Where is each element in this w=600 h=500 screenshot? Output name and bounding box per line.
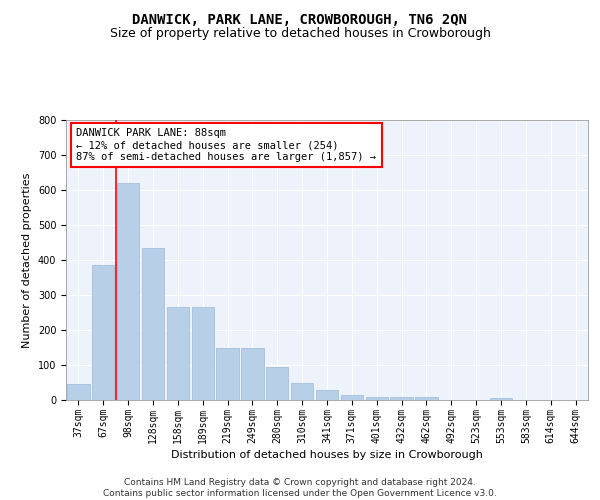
Bar — [67, 384, 89, 400]
Bar — [266, 367, 289, 400]
Text: DANWICK, PARK LANE, CROWBOROUGH, TN6 2QN: DANWICK, PARK LANE, CROWBOROUGH, TN6 2QN — [133, 12, 467, 26]
Bar — [291, 382, 313, 400]
Bar — [142, 248, 164, 400]
X-axis label: Distribution of detached houses by size in Crowborough: Distribution of detached houses by size … — [171, 450, 483, 460]
Bar — [490, 398, 512, 400]
Text: Contains HM Land Registry data © Crown copyright and database right 2024.
Contai: Contains HM Land Registry data © Crown c… — [103, 478, 497, 498]
Text: DANWICK PARK LANE: 88sqm
← 12% of detached houses are smaller (254)
87% of semi-: DANWICK PARK LANE: 88sqm ← 12% of detach… — [76, 128, 376, 162]
Y-axis label: Number of detached properties: Number of detached properties — [22, 172, 32, 348]
Bar — [241, 348, 263, 400]
Bar — [365, 396, 388, 400]
Bar — [316, 390, 338, 400]
Bar — [341, 395, 363, 400]
Bar — [167, 307, 189, 400]
Bar — [415, 396, 437, 400]
Bar — [391, 396, 413, 400]
Bar — [217, 348, 239, 400]
Bar — [92, 265, 115, 400]
Text: Size of property relative to detached houses in Crowborough: Size of property relative to detached ho… — [110, 28, 490, 40]
Bar — [117, 183, 139, 400]
Bar — [191, 307, 214, 400]
